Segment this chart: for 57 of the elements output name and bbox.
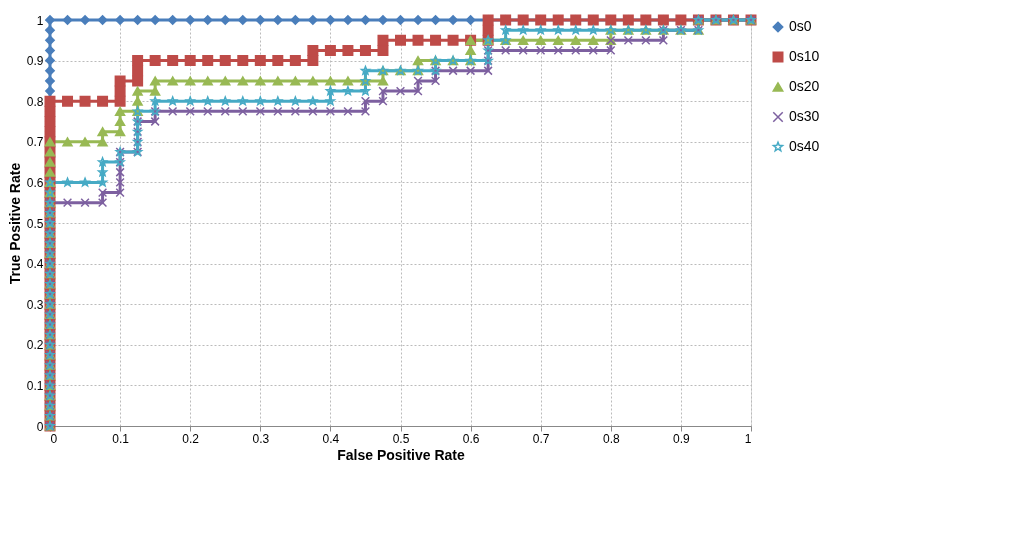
point [45, 55, 55, 66]
point [45, 65, 55, 76]
y-tick-label: 1 [36, 13, 44, 28]
y-tick-label: 0 [36, 419, 44, 434]
y-tick-label: 0.2 [26, 338, 44, 353]
point [237, 15, 248, 25]
point [150, 15, 161, 25]
x-tick-label: 0 [50, 431, 58, 446]
x-axis-title: False Positive Rate [337, 446, 466, 463]
legend-label: 0s40 [789, 138, 820, 154]
point [45, 15, 55, 25]
point [272, 15, 283, 25]
y-tick-label: 0.3 [26, 297, 44, 312]
x-tick-label: 0.3 [252, 431, 270, 446]
point [185, 15, 196, 25]
point [395, 15, 406, 25]
point [202, 15, 213, 25]
x-tick-label: 0.9 [673, 431, 691, 446]
legend-label: 0s0 [789, 18, 812, 34]
point [378, 15, 388, 25]
y-tick-label: 0.6 [26, 175, 44, 190]
x-tick-label: 0.5 [392, 431, 410, 446]
x-tick-label: 0.4 [322, 431, 340, 446]
point [307, 15, 318, 25]
x-tick-label: 0.2 [182, 431, 200, 446]
point [132, 15, 143, 25]
legend-label: 0s20 [789, 78, 820, 94]
y-tick-label: 0.8 [26, 94, 44, 109]
y-tick-label: 0.7 [26, 135, 44, 150]
y-tick-label: 0.9 [26, 54, 44, 69]
point [325, 15, 336, 25]
point [80, 15, 90, 25]
point [430, 15, 441, 25]
x-tick-label: 0.8 [602, 431, 620, 446]
y-tick-label: 0.1 [26, 378, 44, 393]
x-tick-label: 0.1 [112, 431, 130, 446]
point [255, 15, 266, 25]
point [45, 25, 55, 36]
x-tick-label: 0.7 [532, 431, 550, 446]
x-tick-label: 0.6 [462, 431, 480, 446]
point [62, 15, 73, 25]
x-tick-label: 1 [744, 431, 752, 446]
point [220, 15, 231, 25]
point [45, 45, 55, 56]
y-tick-label: 0.5 [26, 216, 44, 231]
point [45, 86, 55, 96]
point [97, 15, 108, 25]
point [290, 15, 301, 25]
y-tick-label: 0.4 [26, 257, 44, 272]
point [360, 15, 371, 25]
y-axis-title: True Positive Rate [6, 162, 23, 285]
legend-label: 0s10 [789, 48, 820, 64]
point [45, 35, 55, 46]
point [167, 15, 178, 25]
legend-label: 0s30 [789, 108, 820, 124]
point [465, 15, 476, 25]
point [413, 15, 423, 25]
